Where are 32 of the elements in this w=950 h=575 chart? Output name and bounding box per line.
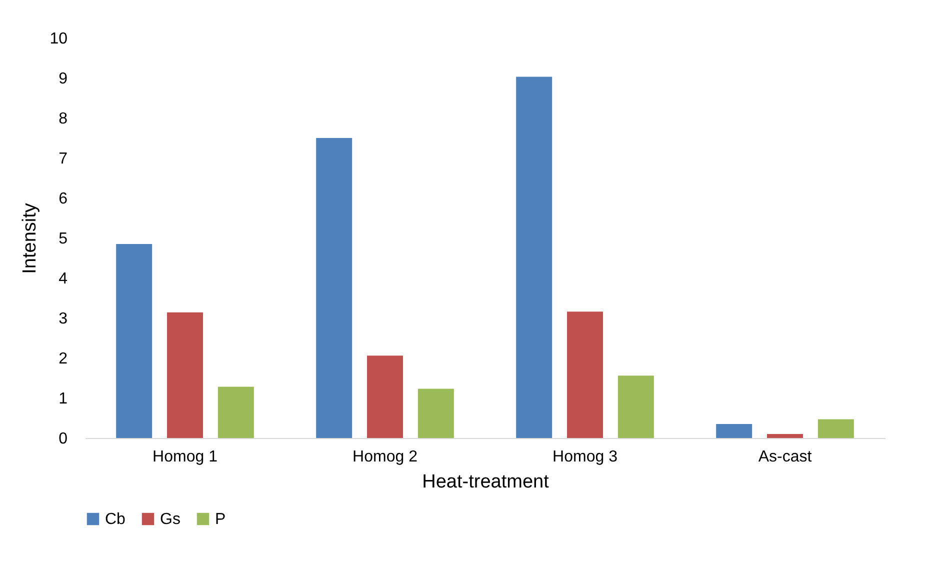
legend-label: Cb <box>105 511 126 528</box>
bar <box>767 434 803 438</box>
bar <box>418 388 454 438</box>
y-tick-label: 3 <box>58 310 68 328</box>
x-tick-label: As-cast <box>758 448 812 466</box>
y-tick-label: 5 <box>58 230 68 248</box>
legend-label: Gs <box>160 511 180 528</box>
bar <box>116 244 152 438</box>
y-tick-label: 6 <box>58 190 68 208</box>
y-tick-label: 9 <box>58 70 68 88</box>
x-axis-title: Heat-treatment <box>422 472 550 492</box>
x-tick-label: Homog 2 <box>352 448 418 466</box>
bar <box>218 386 254 438</box>
bar <box>316 138 352 438</box>
y-tick-label: 0 <box>58 430 68 448</box>
x-tick-label: Homog 1 <box>152 448 218 466</box>
bar <box>367 356 403 438</box>
bar <box>516 76 552 438</box>
legend-label: P <box>215 511 226 528</box>
y-tick-label: 8 <box>58 110 68 128</box>
y-tick-label: 1 <box>58 390 68 408</box>
x-tick-label: Homog 3 <box>552 448 618 466</box>
bar <box>618 376 654 438</box>
bar <box>818 419 854 438</box>
bar <box>716 424 752 438</box>
bar <box>167 312 203 438</box>
y-tick-label: 10 <box>50 30 68 48</box>
bar <box>567 312 603 438</box>
y-tick-label: 7 <box>58 150 68 168</box>
y-tick-label: 2 <box>58 350 68 368</box>
y-tick-label: 4 <box>58 270 68 288</box>
y-axis-title: Intensity <box>20 202 41 274</box>
